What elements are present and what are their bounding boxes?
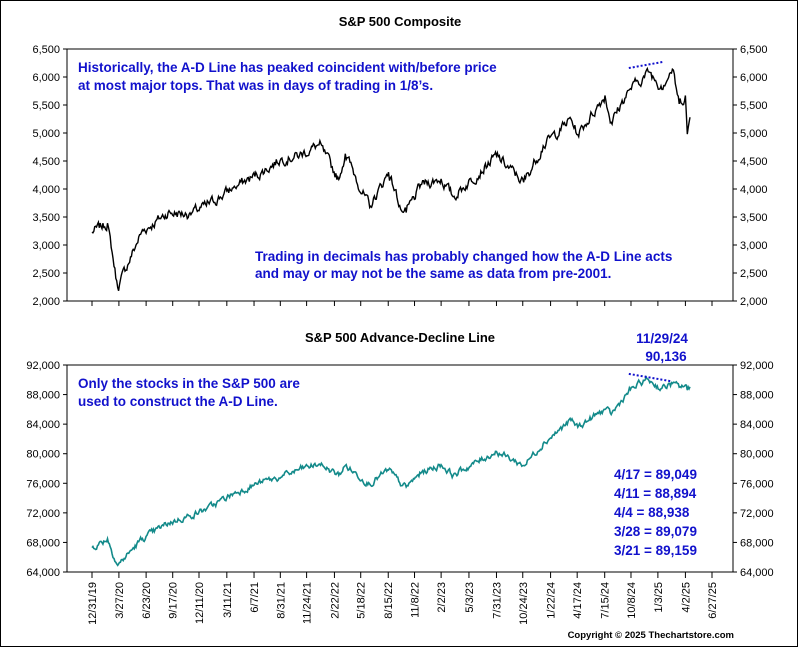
x-tick-label: 12/11/20 bbox=[194, 582, 206, 624]
ad-peak-date: 11/29/24 bbox=[636, 331, 688, 346]
bottom-y-tick-label: 72,000 bbox=[26, 508, 60, 520]
ad-reading: 3/28 = 89,079 bbox=[614, 524, 697, 539]
bottom-y-tick-label: 68,000 bbox=[26, 537, 60, 549]
x-tick-label: 4/17/24 bbox=[572, 582, 584, 619]
ad-readings: 4/17 = 89,049 4/11 = 88,894 4/4 = 88,938… bbox=[612, 462, 704, 560]
x-tick-label: 12/31/19 bbox=[87, 582, 99, 625]
x-tick-label: 1/22/24 bbox=[546, 582, 558, 619]
ad-reading: 3/21 = 89,159 bbox=[614, 543, 697, 558]
bottom-y-tick-label: 80,000 bbox=[26, 449, 60, 461]
sp500-price-line bbox=[91, 66, 691, 291]
top-y-tick-label: 2,500 bbox=[740, 268, 768, 280]
top-y-tick-label: 4,000 bbox=[740, 184, 768, 196]
x-tick-label: 4/2/25 bbox=[680, 582, 692, 613]
top-y-axis-right: 2,000 2,500 3,000 3,500 4,000 4,500 5,000 5,500… bbox=[733, 44, 768, 308]
x-tick-label: 9/17/20 bbox=[168, 582, 180, 619]
x-tick-label: 11/8/22 bbox=[410, 582, 422, 618]
price-peak-trendline bbox=[628, 60, 664, 70]
top-y-tick-label: 5,000 bbox=[740, 128, 768, 140]
top-y-tick-label: 3,000 bbox=[740, 240, 768, 252]
top-x-tick-marks bbox=[91, 301, 713, 306]
top-y-tick-label: 6,500 bbox=[740, 44, 768, 56]
x-tick-label: 7/15/24 bbox=[600, 582, 612, 619]
bottom-y-tick-label: 80,000 bbox=[740, 449, 774, 461]
x-tick-label: 3/11/21 bbox=[222, 582, 234, 618]
bottom-y-tick-label: 92,000 bbox=[740, 360, 774, 372]
x-tick-label: 5/3/23 bbox=[464, 582, 476, 613]
top-y-tick-label: 4,500 bbox=[32, 156, 60, 168]
top-y-tick-label: 2,500 bbox=[32, 268, 60, 280]
x-tick-label: 6/7/21 bbox=[249, 582, 261, 613]
annotation-decimals-line2: and may or may not be the same as data f… bbox=[255, 266, 611, 281]
bottom-y-tick-label: 64,000 bbox=[740, 567, 774, 579]
top-y-tick-label: 6,000 bbox=[740, 72, 768, 84]
top-plot-area bbox=[66, 48, 734, 302]
x-tick-label: 10/8/24 bbox=[626, 582, 638, 619]
bottom-y-tick-label: 84,000 bbox=[26, 419, 60, 431]
annotation-decimals-line1: Trading in decimals has probably changed… bbox=[255, 249, 672, 264]
bottom-y-axis-right: 64,000 68,000 72,000 76,000 80,000 84,000 88,0… bbox=[733, 360, 774, 579]
bottom-y-axis-left: 64,000 68,000 72,000 76,000 80,000 84,000 88,0… bbox=[26, 360, 67, 579]
bottom-y-tick-label: 92,000 bbox=[26, 360, 60, 372]
ad-reading: 4/17 = 89,049 bbox=[614, 467, 697, 482]
advance-decline-line bbox=[91, 374, 691, 567]
top-chart-title: S&P 500 Composite bbox=[339, 14, 462, 29]
bottom-y-tick-label: 88,000 bbox=[26, 390, 60, 402]
top-y-tick-label: 5,500 bbox=[740, 100, 768, 112]
top-y-tick-label: 5,500 bbox=[32, 100, 60, 112]
top-y-tick-label: 2,000 bbox=[740, 296, 768, 308]
top-y-tick-label: 2,000 bbox=[32, 296, 60, 308]
ad-reading: 4/4 = 88,938 bbox=[614, 505, 690, 520]
bottom-y-tick-label: 76,000 bbox=[740, 478, 774, 490]
top-y-axis-left: 2,000 2,500 3,000 3,500 4,000 4,500 5,000 5,500… bbox=[32, 44, 67, 308]
top-y-tick-label: 5,000 bbox=[32, 128, 60, 140]
annotation-sp500-stocks-line1: Only the stocks in the S&P 500 are bbox=[78, 376, 300, 391]
x-tick-label: 11/24/21 bbox=[302, 582, 314, 624]
top-y-tick-label: 4,500 bbox=[740, 156, 768, 168]
x-tick-label: 7/31/23 bbox=[491, 582, 503, 619]
annotation-sp500-stocks-line2: used to construct the A-D Line. bbox=[78, 394, 278, 409]
top-y-tick-label: 3,000 bbox=[32, 240, 60, 252]
bottom-y-tick-label: 68,000 bbox=[740, 537, 774, 549]
x-tick-label: 8/31/21 bbox=[275, 582, 287, 619]
ad-peak-value: 90,136 bbox=[645, 349, 687, 364]
ad-reading: 4/11 = 88,894 bbox=[614, 486, 697, 501]
bottom-y-tick-label: 76,000 bbox=[26, 478, 60, 490]
x-tick-label: 3/27/20 bbox=[114, 582, 126, 619]
top-y-tick-label: 6,500 bbox=[32, 44, 60, 56]
ad-peak-trendline bbox=[628, 372, 672, 383]
annotation-historical-line1: Historically, the A-D Line has peaked co… bbox=[78, 60, 497, 75]
x-tick-label: 6/27/25 bbox=[707, 582, 719, 619]
annotation-historical-line2: at most major tops. That was in days of … bbox=[78, 78, 433, 93]
annotation-sp500-stocks: Only the stocks in the S&P 500 are used … bbox=[72, 371, 318, 413]
x-tick-label: 1/3/25 bbox=[653, 582, 665, 613]
top-y-tick-label: 4,000 bbox=[32, 184, 60, 196]
bottom-plot-area bbox=[66, 364, 734, 573]
bottom-y-tick-label: 64,000 bbox=[26, 567, 60, 579]
top-y-tick-label: 6,000 bbox=[32, 72, 60, 84]
x-tick-label: 5/18/22 bbox=[356, 582, 368, 619]
bottom-y-tick-label: 88,000 bbox=[740, 390, 774, 402]
x-tick-label: 2/2/23 bbox=[436, 582, 448, 613]
x-tick-label: 8/15/22 bbox=[383, 582, 395, 619]
x-tick-label: 10/24/23 bbox=[518, 582, 530, 625]
x-tick-label: 6/23/20 bbox=[141, 582, 153, 619]
annotation-historical: Historically, the A-D Line has peaked co… bbox=[72, 55, 524, 97]
bottom-x-axis: 12/31/19 3/27/20 6/23/20 9/17/20 12/11/20 3/1… bbox=[87, 572, 719, 625]
x-tick-label: 2/22/22 bbox=[329, 582, 341, 619]
copyright-notice: Copyright © 2025 Thechartstore.com bbox=[568, 630, 734, 641]
bottom-y-tick-label: 72,000 bbox=[740, 508, 774, 520]
bottom-chart-title: S&P 500 Advance-Decline Line bbox=[305, 330, 495, 345]
top-y-tick-label: 3,500 bbox=[32, 212, 60, 224]
bottom-y-tick-label: 84,000 bbox=[740, 419, 774, 431]
top-y-tick-label: 3,500 bbox=[740, 212, 768, 224]
annotation-decimals: Trading in decimals has probably changed… bbox=[249, 244, 705, 284]
